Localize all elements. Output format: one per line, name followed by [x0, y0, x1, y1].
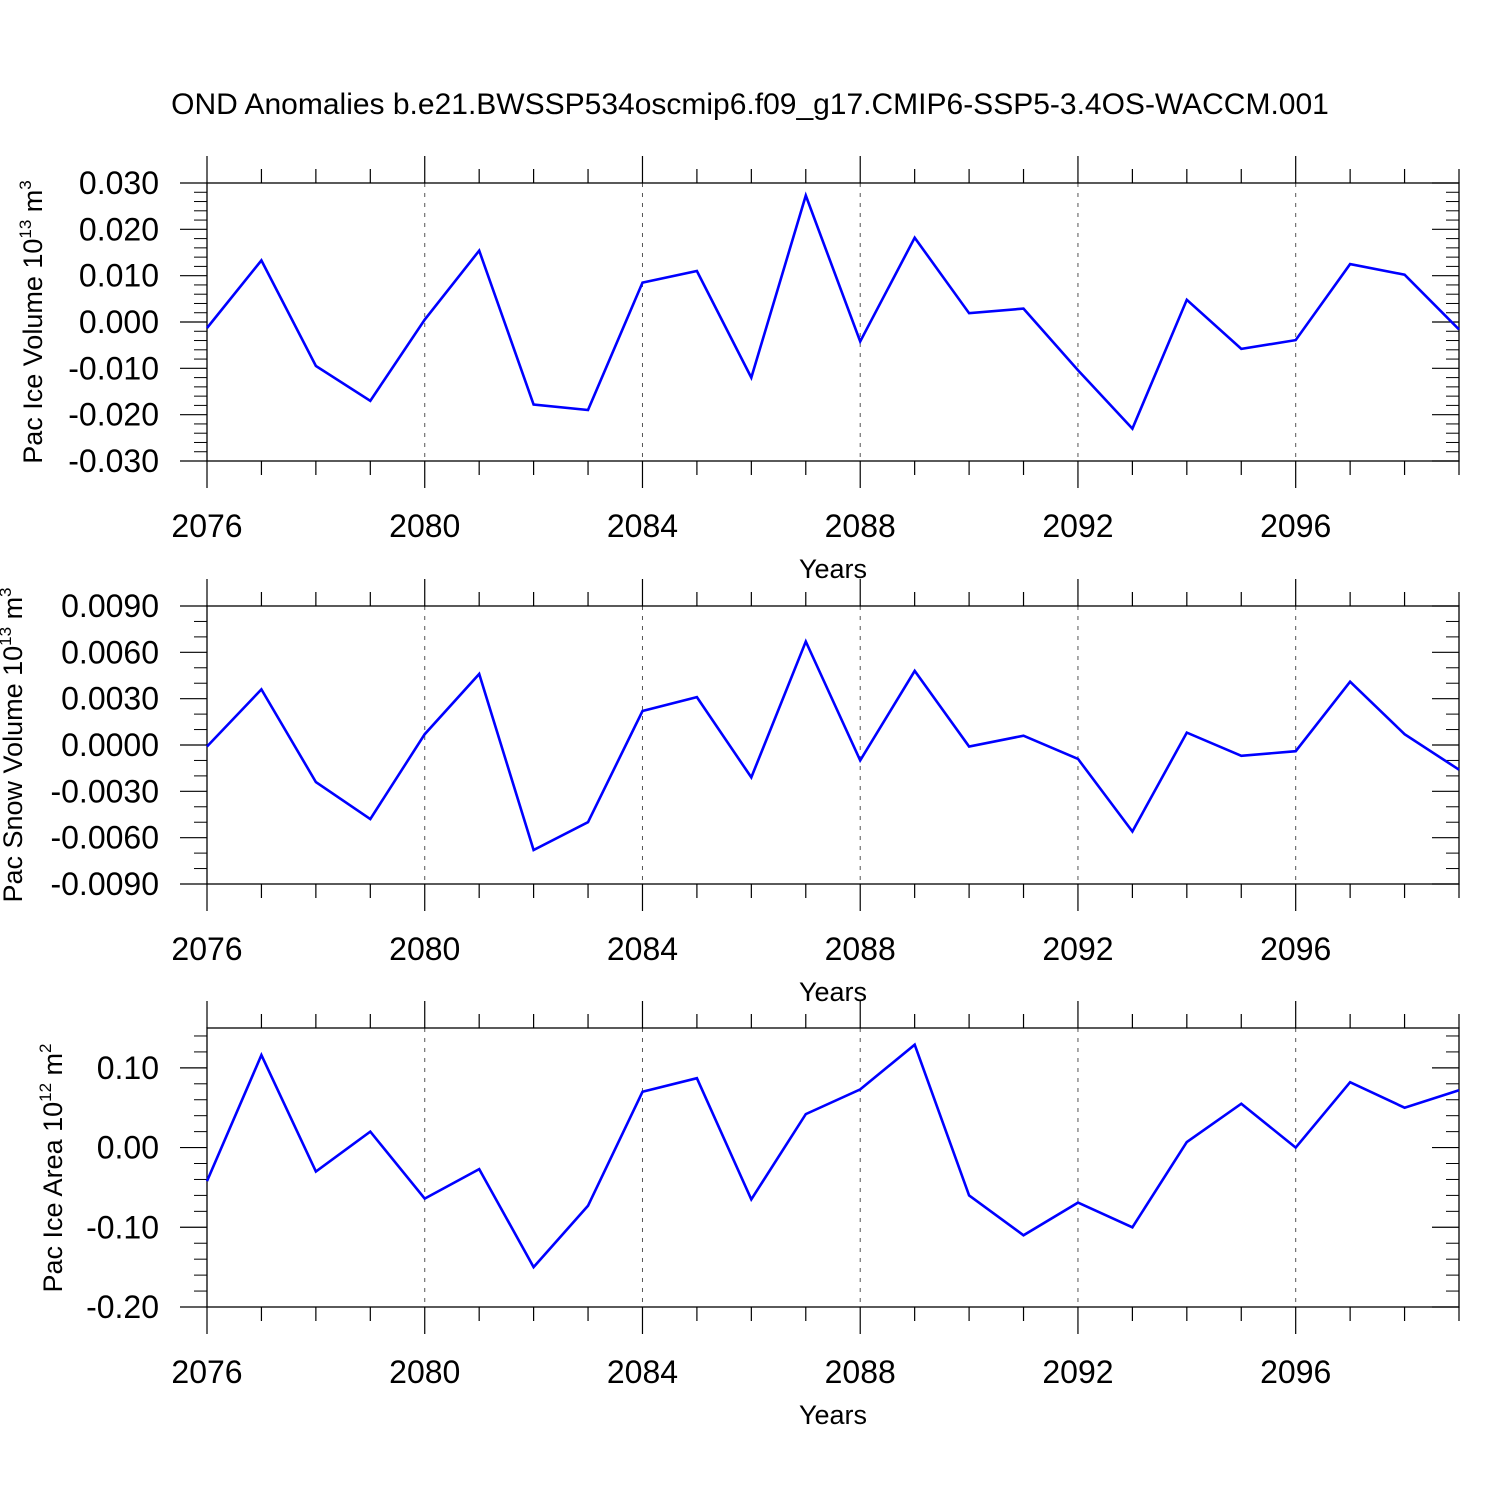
y-tick-label: 0.00: [97, 1130, 159, 1166]
series-line: [205, 191, 1460, 431]
x-tick-label: 2084: [607, 508, 678, 544]
x-tick-label: 2080: [389, 1354, 460, 1390]
series-line: [206, 638, 1460, 852]
y-tick-label: -0.20: [86, 1289, 159, 1325]
x-tick-label: 2076: [171, 508, 242, 544]
x-tick-label: 2076: [171, 931, 242, 967]
x-tick-label: 2092: [1042, 931, 1113, 967]
panel-3: 2076 2080 2084 2088 2092 2096 0.10 0.00 -0.10 -0.…: [36, 1001, 1460, 1430]
y-tick-label: -0.010: [68, 350, 159, 386]
y-axis-title: Pac Ice Volume 1013 m3: [16, 180, 48, 464]
y-tick-label: -0.030: [68, 443, 159, 479]
y-tick-label: 0.010: [79, 258, 159, 294]
x-axis-title: Years: [799, 554, 867, 584]
x-tick-label: 2084: [607, 1354, 678, 1390]
series-line: [205, 1042, 1460, 1270]
y-tick-label: 0.000: [79, 304, 159, 340]
x-tick-label: 2096: [1260, 1354, 1331, 1390]
y-tick-label: 0.020: [79, 211, 159, 247]
x-tick-label: 2096: [1260, 931, 1331, 967]
plot-frame: [206, 605, 1460, 885]
y-axis-title: Pac Ice Area 1012 m2: [36, 1043, 68, 1292]
figure-title: OND Anomalies b.e21.BWSSP534oscmip6.f09_…: [171, 88, 1329, 121]
x-tick-label: 2080: [389, 508, 460, 544]
x-tick-label: 2080: [389, 931, 460, 967]
y-tick-label: 0.0030: [61, 681, 159, 717]
y-tick-label: -0.0060: [50, 820, 159, 856]
x-tick-label: 2088: [825, 508, 896, 544]
plot-frame: [206, 1027, 1460, 1308]
y-tick-label: 0.0000: [61, 727, 159, 763]
x-axis-title: Years: [799, 977, 867, 1007]
x-tick-label: 2088: [825, 1354, 896, 1390]
x-tick-label: 2096: [1260, 508, 1331, 544]
x-tick-label: 2076: [171, 1354, 242, 1390]
panel-1: 2076 2080 2084 2088 2092 2096 0.030 0.020 0.010 0…: [16, 156, 1460, 584]
x-axis-title: Years: [799, 1400, 867, 1430]
y-axis-title: Pac Snow Volume 1013 m3: [0, 587, 28, 902]
y-tick-label: 0.0090: [61, 588, 159, 624]
x-tick-label: 2092: [1042, 508, 1113, 544]
y-tick-label: -0.0090: [50, 866, 159, 902]
y-tick-label: 0.10: [97, 1050, 159, 1086]
x-tick-label: 2088: [825, 931, 896, 967]
plot-frame: [206, 182, 1460, 462]
y-tick-label: 0.030: [79, 165, 159, 201]
y-tick-label: 0.0060: [61, 634, 159, 670]
y-tick-label: -0.10: [86, 1209, 159, 1245]
x-tick-label: 2084: [607, 931, 678, 967]
x-tick-label: 2092: [1042, 1354, 1113, 1390]
y-tick-label: -0.0030: [50, 773, 159, 809]
y-tick-label: -0.020: [68, 397, 159, 433]
panel-2: 2076 2080 2084 2088 2092 2096 0.0090 0.0060 0.00…: [0, 579, 1460, 1007]
